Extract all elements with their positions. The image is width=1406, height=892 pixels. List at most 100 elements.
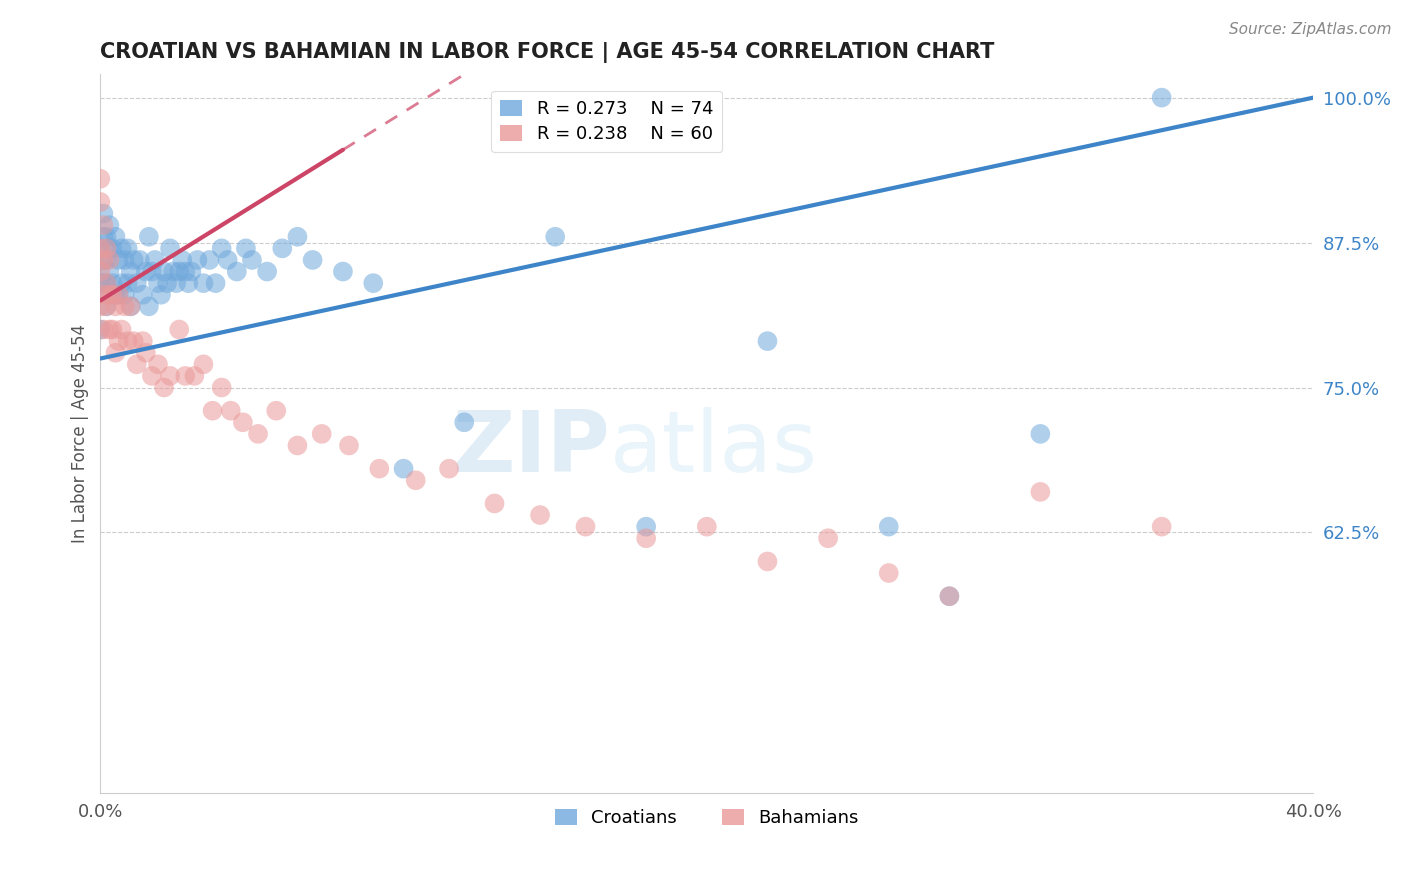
Point (193, 357, 215, 371)
Point (89, 241, 111, 255)
Point (183, 368, 205, 383)
Point (287, 438, 309, 452)
Point (96, 299, 118, 313)
Point (120, 299, 142, 313)
Point (89, 264, 111, 278)
Point (93, 218, 115, 232)
Point (89, 171, 111, 186)
Point (89, 276, 111, 290)
Point (138, 229, 160, 244)
Point (167, 322, 190, 336)
Point (529, 508, 551, 522)
Point (817, 531, 839, 545)
Point (89, 299, 111, 313)
Point (122, 334, 145, 348)
Point (256, 264, 278, 278)
Point (1150, 90, 1173, 104)
Point (98, 322, 121, 336)
Point (453, 415, 475, 429)
Point (332, 264, 354, 278)
Point (125, 276, 148, 290)
Point (174, 264, 197, 278)
Point (104, 345, 127, 359)
Point (146, 357, 169, 371)
Point (1150, 519, 1173, 533)
Point (150, 287, 173, 301)
Point (96, 241, 118, 255)
Point (264, 403, 287, 417)
Point (104, 229, 127, 244)
Point (159, 368, 181, 383)
Point (167, 264, 190, 278)
Point (636, 531, 658, 545)
Point (104, 299, 127, 313)
Point (162, 264, 184, 278)
Point (232, 415, 254, 429)
Point (89, 322, 111, 336)
Point (193, 276, 215, 290)
Point (201, 403, 224, 417)
Point (125, 357, 148, 371)
Point (153, 380, 176, 394)
Point (247, 426, 270, 441)
Point (204, 276, 226, 290)
Point (98, 287, 121, 301)
Point (271, 241, 294, 255)
Legend: Croatians, Bahamians: Croatians, Bahamians (548, 802, 866, 835)
Point (225, 264, 247, 278)
Point (96, 299, 118, 313)
Point (110, 241, 132, 255)
Point (138, 299, 160, 313)
Point (877, 519, 900, 533)
Point (132, 287, 155, 301)
Point (287, 229, 309, 244)
Point (177, 276, 200, 290)
Point (93, 276, 115, 290)
Point (114, 287, 136, 301)
Point (198, 252, 221, 267)
Point (89, 194, 111, 209)
Point (89, 241, 111, 255)
Point (98, 287, 121, 301)
Point (122, 252, 145, 267)
Point (1029, 484, 1052, 499)
Point (107, 287, 129, 301)
Point (110, 322, 132, 336)
Point (392, 461, 415, 475)
Point (938, 589, 960, 603)
Point (93, 252, 115, 267)
Point (756, 554, 779, 568)
Text: ZIP: ZIP (453, 407, 610, 490)
Point (141, 368, 163, 383)
Point (114, 299, 136, 313)
Point (96, 276, 118, 290)
Point (93, 322, 115, 336)
Point (696, 519, 718, 533)
Point (107, 334, 129, 348)
Point (405, 473, 427, 487)
Point (96, 276, 118, 290)
Point (98, 252, 121, 267)
Point (93, 229, 115, 244)
Point (180, 264, 202, 278)
Point (1029, 426, 1052, 441)
Point (101, 287, 124, 301)
Point (877, 566, 900, 580)
Point (217, 252, 239, 267)
Point (98, 241, 121, 255)
Point (117, 241, 139, 255)
Point (135, 264, 157, 278)
Point (240, 252, 263, 267)
Point (172, 252, 194, 267)
Point (143, 252, 166, 267)
Point (101, 276, 124, 290)
Point (93, 206, 115, 220)
Point (120, 299, 142, 313)
Point (141, 264, 163, 278)
Point (544, 229, 567, 244)
Point (93, 252, 115, 267)
Point (107, 252, 129, 267)
Point (132, 334, 155, 348)
Point (117, 276, 139, 290)
Point (117, 334, 139, 348)
